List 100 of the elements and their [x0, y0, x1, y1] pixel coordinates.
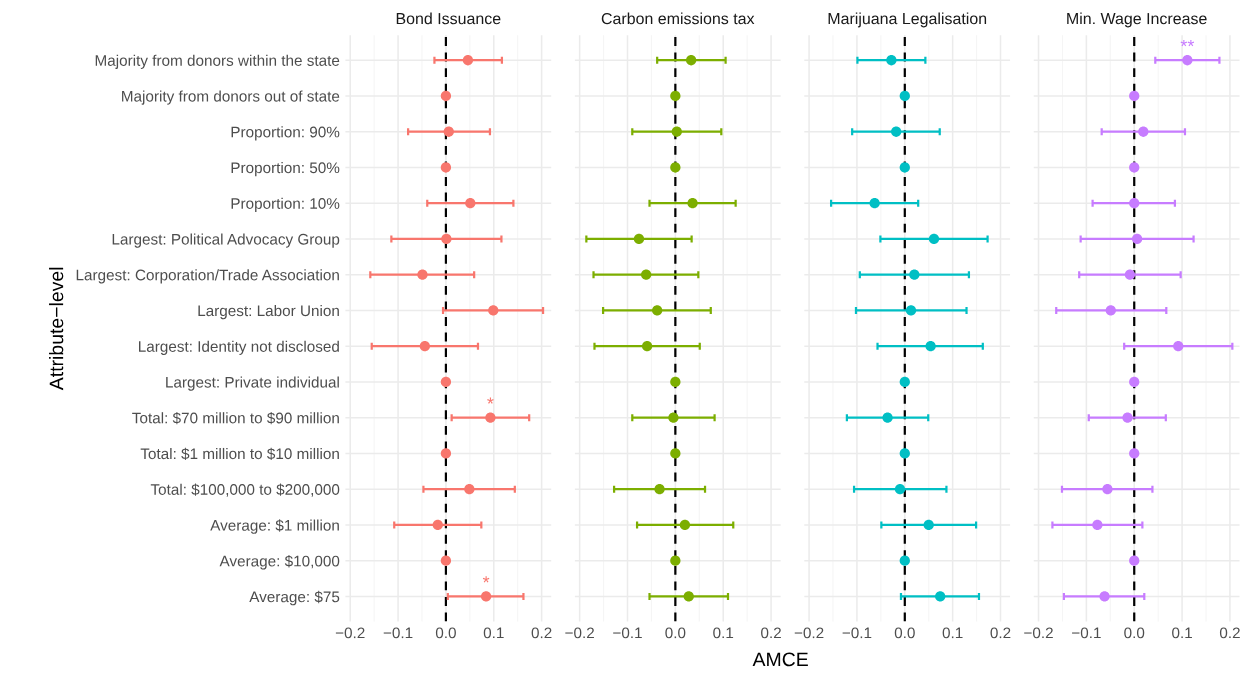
x-tick-label: −0.2 — [1024, 627, 1053, 639]
point — [899, 448, 910, 459]
point — [935, 591, 946, 602]
point — [1129, 162, 1140, 173]
y-tick-label: Proportion: 50% — [231, 161, 340, 177]
point — [668, 412, 679, 423]
y-tick-label: Majority from donors out of state — [122, 90, 340, 105]
point — [1124, 269, 1136, 280]
x-tick-label: −0.2 — [335, 627, 365, 639]
point — [670, 555, 681, 566]
y-tick-label: Majority from donors within the state — [95, 54, 340, 69]
x-tick-label: 0.2 — [761, 627, 781, 639]
point — [652, 305, 663, 316]
point — [419, 341, 431, 352]
x-tick-label: 0.2 — [1219, 627, 1240, 639]
y-tick-label: Average: $10,000 — [219, 555, 340, 570]
x-tick-label: 0.0 — [1124, 627, 1145, 639]
y-tick-label: Largest: Identity not disclosed — [139, 340, 339, 355]
point — [909, 269, 920, 280]
y-tick-label: Total: $1 million to $10 million — [140, 447, 339, 461]
y-tick-label: Largest: Corporation/Trade Association — [76, 269, 339, 284]
point — [432, 519, 443, 531]
point — [1102, 484, 1113, 495]
y-tick-label: Average: $1 million — [210, 519, 339, 534]
y-tick-label: Largest: Private individual — [166, 376, 339, 391]
x-tick-label: 0.1 — [942, 627, 963, 639]
annotation: ** — [1180, 39, 1195, 47]
point — [899, 90, 910, 102]
y-tick-label: Total: $70 million to $90 million — [132, 411, 339, 425]
y-tick-label: Proportion: 10% — [231, 197, 340, 212]
annotation: * — [487, 397, 494, 404]
y-tick-label: Total: $100,000 to $200,000 — [150, 483, 340, 497]
chart-title: Marijuana Legalisation — [828, 12, 987, 28]
point — [683, 591, 694, 602]
point — [440, 448, 452, 459]
y-tick-label: Largest: Political Advocacy Group — [112, 233, 340, 248]
point — [928, 233, 940, 245]
point — [417, 269, 428, 280]
point — [1129, 90, 1140, 102]
point — [1122, 412, 1133, 423]
point — [905, 305, 917, 316]
chart-title: Bond Issuance — [396, 12, 501, 25]
point — [1105, 305, 1116, 316]
point — [1131, 233, 1143, 245]
point — [443, 126, 454, 137]
point — [891, 126, 902, 137]
point — [679, 519, 691, 531]
x-tick-label: 0.0 — [894, 627, 915, 639]
point — [899, 162, 910, 173]
x-tick-label: 0.0 — [435, 627, 456, 639]
x-tick-label: −0.1 — [613, 627, 642, 639]
point — [1173, 341, 1184, 352]
point — [480, 591, 492, 602]
point — [440, 162, 452, 173]
point — [1092, 519, 1103, 531]
point — [1182, 55, 1193, 66]
point — [923, 519, 934, 531]
y-axis-title: Attribute−level — [49, 267, 64, 391]
point — [1129, 555, 1140, 566]
point — [1129, 448, 1140, 459]
point — [882, 412, 893, 423]
point — [1138, 126, 1149, 137]
point — [440, 90, 452, 102]
x-axis-title: AMCE — [752, 652, 808, 667]
x-tick-label: 0.2 — [990, 627, 1011, 639]
point — [886, 55, 897, 66]
x-tick-label: −0.1 — [842, 627, 872, 639]
point — [488, 305, 499, 316]
x-tick-label: 0.1 — [483, 627, 504, 639]
point — [1129, 376, 1140, 388]
x-tick-label: −0.1 — [383, 627, 413, 639]
point — [465, 198, 476, 209]
point — [899, 555, 910, 566]
x-tick-label: −0.1 — [1072, 627, 1101, 639]
point — [899, 376, 910, 388]
point — [686, 55, 697, 66]
point — [670, 90, 681, 102]
chart-title: Min. Wage Increase — [1067, 12, 1207, 28]
point — [671, 126, 682, 137]
point — [464, 484, 475, 495]
point — [1099, 591, 1110, 602]
y-tick-label: Largest: Labor Union — [198, 304, 339, 320]
point — [869, 198, 880, 209]
y-tick-label: Average: $75 — [249, 590, 340, 606]
point — [440, 555, 452, 566]
point — [440, 376, 452, 388]
point — [894, 484, 906, 495]
point — [462, 55, 474, 66]
x-tick-label: 0.0 — [665, 627, 686, 639]
x-tick-label: −0.2 — [565, 627, 594, 639]
y-tick-label: Proportion: 90% — [231, 126, 340, 141]
point — [687, 198, 698, 209]
point — [670, 376, 681, 388]
x-tick-label: 0.2 — [531, 627, 552, 639]
point — [925, 341, 936, 352]
chart-title: Carbon emissions tax — [601, 12, 755, 25]
point — [633, 233, 645, 245]
point — [641, 269, 652, 280]
x-tick-label: −0.2 — [794, 627, 824, 639]
point — [1129, 198, 1140, 209]
